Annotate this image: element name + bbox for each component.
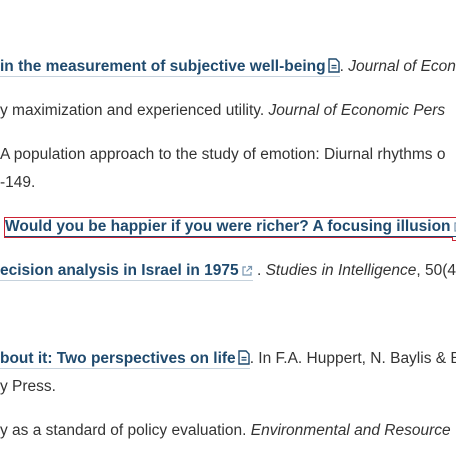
reference-journal: Journal of Econ — [348, 58, 456, 75]
reference-item-continuation: -149. — [0, 172, 35, 194]
reference-item: Would you be happier if you were richer?… — [0, 216, 456, 238]
reference-journal: Studies in Intelligence — [265, 262, 417, 279]
reference-text: y Press. — [0, 378, 56, 395]
reference-item: A population approach to the study of em… — [0, 144, 445, 166]
reference-link-decision-analysis[interactable]: ecision analysis in Israel in 1975 — [0, 262, 253, 281]
reference-link-text: in the measurement of subjective well-be… — [0, 58, 326, 75]
reference-link-text: Would you be happier if you were richer?… — [5, 218, 451, 235]
reference-link-subjective-well-being[interactable]: in the measurement of subjective well-be… — [0, 58, 340, 77]
reference-volume: , 50(4) — [416, 262, 456, 279]
reference-text: y as a standard of policy evaluation. — [0, 422, 251, 439]
reference-item: in the measurement of subjective well-be… — [0, 56, 456, 78]
reference-item: y as a standard of policy evaluation. En… — [0, 420, 451, 442]
reference-item-continuation: y Press. — [0, 376, 56, 398]
reference-separator: . — [252, 262, 266, 279]
reference-link-text: ecision analysis in Israel in 1975 — [0, 262, 239, 279]
reference-journal: Journal of Economic Pers — [268, 102, 446, 119]
document-icon — [327, 58, 340, 80]
reference-item: bout it: Two perspectives on life . In F.… — [0, 348, 456, 370]
document-icon — [237, 350, 250, 372]
external-link-icon — [241, 262, 253, 284]
reference-text: y maximization and experienced utility. — [0, 102, 269, 119]
reference-item: y maximization and experienced utility. … — [0, 100, 445, 122]
reference-journal: Environmental and Resource — [250, 422, 451, 439]
reference-text: . In F.A. Huppert, N. Baylis & B — [249, 350, 456, 367]
reference-link-two-perspectives[interactable]: bout it: Two perspectives on life — [0, 350, 250, 369]
reference-link-text: bout it: Two perspectives on life — [0, 350, 236, 367]
reference-item: ecision analysis in Israel in 1975 . Stu… — [0, 260, 456, 282]
reference-text: -149. — [0, 174, 36, 191]
reference-link-focusing-illusion[interactable]: Would you be happier if you were richer?… — [4, 217, 456, 240]
reference-text: A population approach to the study of em… — [0, 146, 446, 163]
reference-separator: . — [339, 58, 349, 75]
external-link-icon — [453, 218, 456, 240]
